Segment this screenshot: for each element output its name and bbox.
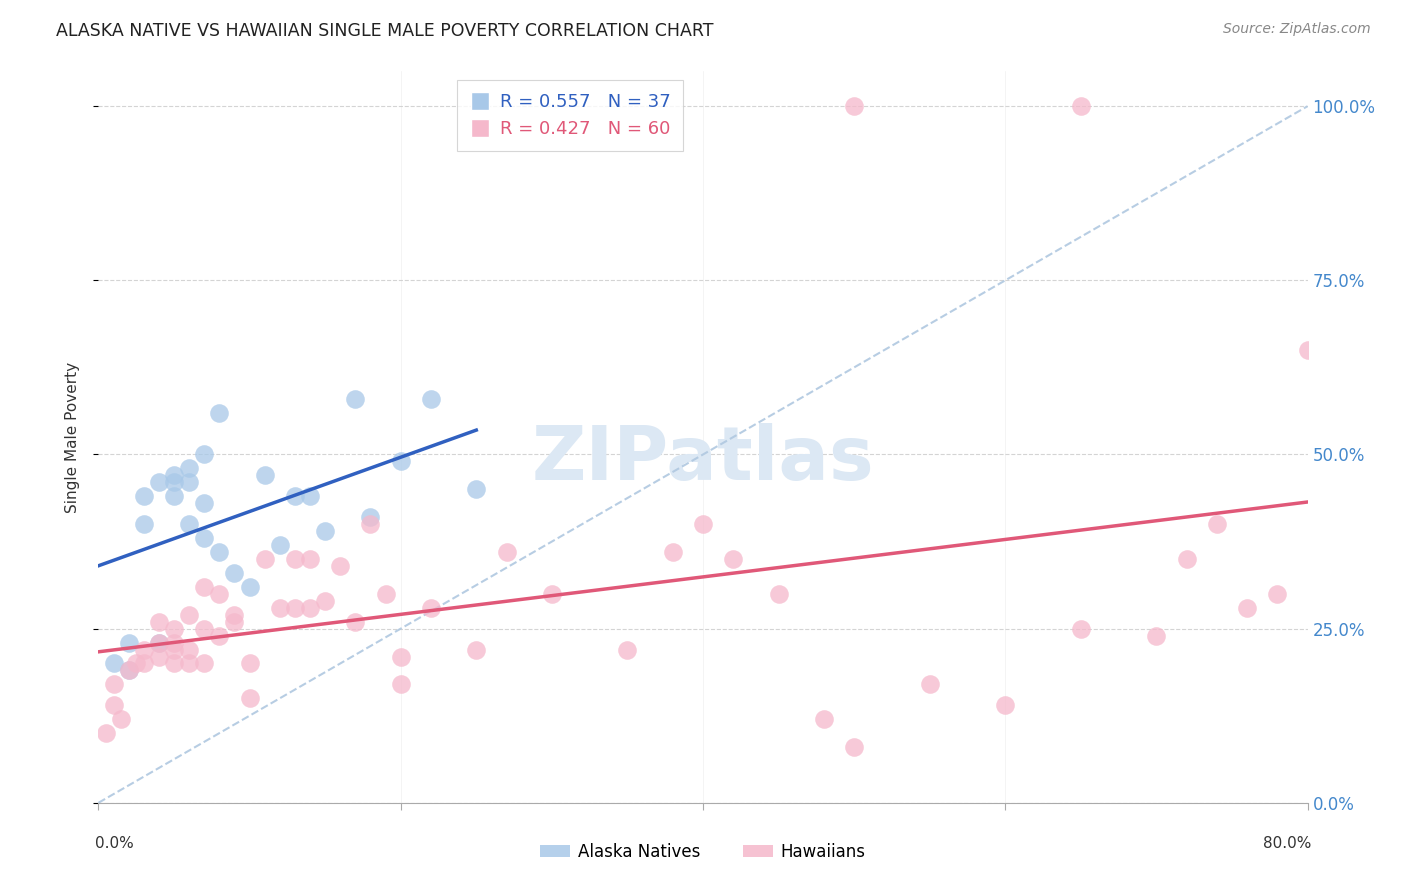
Point — [1267, 587, 1289, 601]
Point — [269, 538, 291, 552]
Point — [465, 483, 488, 497]
Point — [148, 649, 170, 664]
Point — [224, 607, 246, 622]
Point — [374, 587, 396, 601]
Point — [844, 740, 866, 755]
Point — [193, 580, 215, 594]
Point — [163, 489, 186, 503]
Point — [616, 642, 638, 657]
Point — [163, 635, 186, 649]
Point — [465, 642, 488, 657]
Point — [179, 517, 201, 532]
Point — [179, 657, 201, 671]
Point — [148, 615, 170, 629]
Point — [179, 607, 201, 622]
Point — [284, 600, 307, 615]
Point — [768, 587, 790, 601]
Text: ZIPatlas: ZIPatlas — [531, 423, 875, 496]
Point — [1175, 552, 1198, 566]
Point — [389, 649, 412, 664]
Point — [1146, 629, 1168, 643]
Point — [329, 558, 352, 573]
Point — [1206, 517, 1229, 532]
Point — [360, 517, 382, 532]
Point — [208, 629, 231, 643]
Point — [1236, 600, 1258, 615]
Text: 80.0%: 80.0% — [1263, 836, 1312, 851]
Point — [163, 657, 186, 671]
Point — [1296, 343, 1319, 357]
Point — [389, 677, 412, 691]
Legend: Alaska Natives, Hawaiians: Alaska Natives, Hawaiians — [533, 837, 873, 868]
Point — [344, 392, 367, 406]
Point — [662, 545, 685, 559]
Point — [148, 635, 170, 649]
Point — [541, 587, 564, 601]
Point — [420, 392, 443, 406]
Point — [118, 664, 141, 678]
Point — [148, 475, 170, 490]
Point — [118, 635, 141, 649]
Point — [299, 552, 322, 566]
Point — [813, 712, 835, 726]
Point — [179, 461, 201, 475]
Point — [360, 510, 382, 524]
Text: Source: ZipAtlas.com: Source: ZipAtlas.com — [1223, 22, 1371, 37]
Point — [193, 496, 215, 510]
Point — [299, 489, 322, 503]
Point — [208, 545, 231, 559]
Point — [193, 531, 215, 545]
Point — [269, 600, 291, 615]
Point — [314, 594, 336, 608]
Point — [125, 657, 148, 671]
Point — [103, 657, 125, 671]
Point — [193, 657, 215, 671]
Point — [239, 580, 262, 594]
Point — [253, 552, 276, 566]
Point — [118, 664, 141, 678]
Point — [994, 698, 1017, 713]
Point — [163, 622, 186, 636]
Point — [179, 475, 201, 490]
Point — [208, 406, 231, 420]
Text: ALASKA NATIVE VS HAWAIIAN SINGLE MALE POVERTY CORRELATION CHART: ALASKA NATIVE VS HAWAIIAN SINGLE MALE PO… — [56, 22, 714, 40]
Point — [692, 517, 714, 532]
Point — [1070, 622, 1092, 636]
Y-axis label: Single Male Poverty: Single Male Poverty — [65, 361, 80, 513]
Point — [163, 468, 186, 483]
Point — [224, 615, 246, 629]
Point — [239, 657, 262, 671]
Point — [163, 642, 186, 657]
Point — [94, 726, 117, 740]
Point — [132, 657, 155, 671]
Point — [723, 552, 745, 566]
Point — [314, 524, 336, 538]
Point — [344, 615, 367, 629]
Point — [193, 448, 215, 462]
Point — [844, 99, 866, 113]
Point — [132, 489, 155, 503]
Point — [918, 677, 941, 691]
Point — [420, 600, 443, 615]
Point — [224, 566, 246, 580]
Point — [299, 600, 322, 615]
Point — [103, 698, 125, 713]
Point — [208, 587, 231, 601]
Point — [253, 468, 276, 483]
Point — [163, 475, 186, 490]
Point — [110, 712, 132, 726]
Point — [103, 677, 125, 691]
Point — [284, 489, 307, 503]
Point — [179, 642, 201, 657]
Text: 0.0%: 0.0% — [94, 836, 134, 851]
Point — [284, 552, 307, 566]
Point — [495, 545, 517, 559]
Point — [132, 642, 155, 657]
Point — [1070, 99, 1092, 113]
Point — [193, 622, 215, 636]
Point — [148, 635, 170, 649]
Point — [132, 517, 155, 532]
Point — [389, 454, 412, 468]
Point — [239, 691, 262, 706]
